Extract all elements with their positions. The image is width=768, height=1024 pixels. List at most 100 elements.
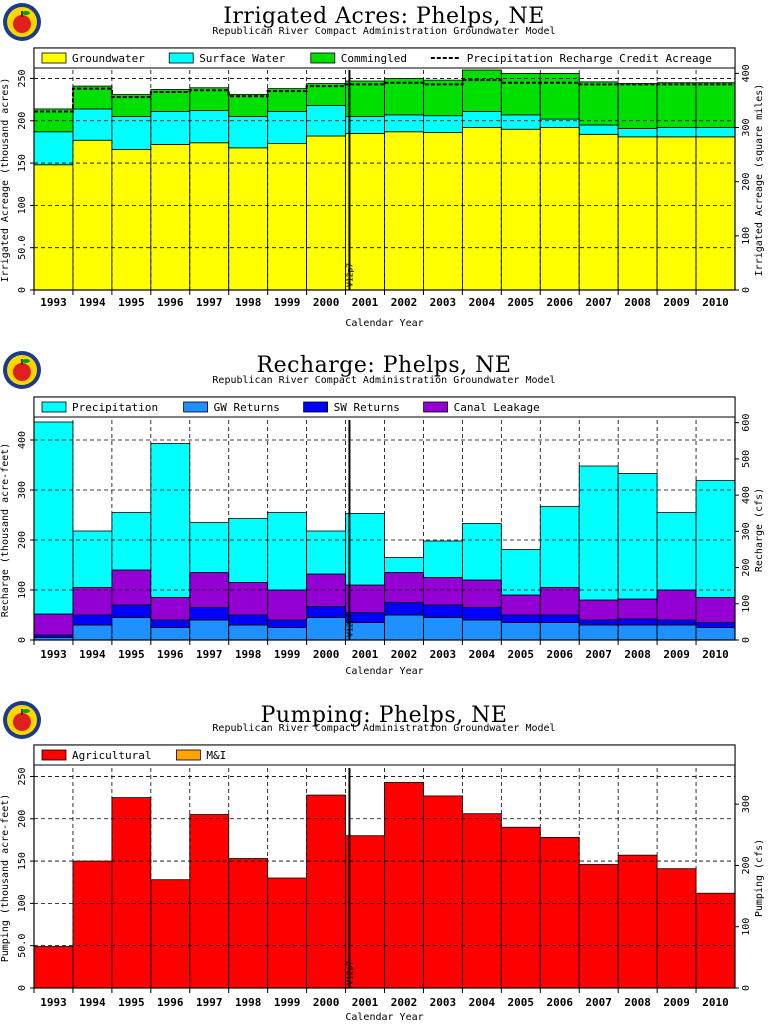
- x-tick-label: 2003: [430, 996, 457, 1009]
- y-tick-label: 250: [17, 767, 28, 785]
- bar-surface-water-1994: [72, 108, 113, 141]
- bar-gw-returns-2009: [656, 624, 697, 641]
- chart-subtitle: Republican River Compact Administration …: [212, 723, 556, 734]
- legend-label-gw-returns: GW Returns: [214, 401, 280, 414]
- y-right-tick-label: 400: [741, 486, 752, 504]
- bar-commingled-2008: [617, 83, 658, 129]
- y-tick-label: 250: [17, 69, 28, 87]
- bar-canal-leakage-2001: [345, 584, 385, 613]
- x-tick-label: 2008: [624, 296, 651, 309]
- bar-agricultural-2004: [461, 813, 502, 989]
- y-tick-label: 0: [17, 985, 28, 991]
- y-tick-label: 150: [17, 852, 28, 870]
- bar-canal-leakage-1999: [267, 589, 308, 621]
- legend-label-canal-leakage: Canal Leakage: [454, 401, 540, 414]
- recharge-panel: Recharge: Phelps, NE Republican River Co…: [0, 345, 768, 680]
- bar-groundwater-2005: [500, 128, 541, 291]
- x-tick-label: 2005: [508, 648, 535, 661]
- bar-surface-water-1995: [111, 116, 152, 150]
- bar-gw-returns-1999: [267, 627, 308, 641]
- legend-swatch-agricultural: [41, 749, 67, 761]
- bar-commingled-2005: [500, 72, 541, 116]
- y-right-tick-label: 200: [741, 173, 752, 191]
- chart-title: Recharge: Phelps, NE: [256, 353, 512, 378]
- bar-commingled-2002: [384, 78, 424, 116]
- bar-surface-water-1997: [189, 110, 230, 144]
- version-marker-label: V12p7: [345, 263, 354, 287]
- y-tick-label: 50.0: [17, 236, 28, 260]
- x-tick-label: 1995: [118, 648, 145, 661]
- y-right-tick-label: 100: [741, 595, 752, 613]
- x-tick-label: 2001: [352, 296, 379, 309]
- bar-groundwater-1999: [267, 143, 308, 291]
- legend-swatch-precipitation: [41, 401, 67, 413]
- x-tick-label: 2007: [585, 648, 612, 661]
- x-tick-label: 2002: [391, 648, 418, 661]
- legend-label-commingled: Commingled: [341, 52, 407, 65]
- bar-surface-water-2004: [461, 111, 502, 128]
- bar-agricultural-1996: [150, 879, 191, 989]
- bar-groundwater-1997: [189, 142, 230, 291]
- y-right-tick-label: 0: [741, 985, 752, 991]
- bar-commingled-2010: [695, 82, 736, 128]
- bar-precipitation-2007: [578, 465, 619, 601]
- pumping-panel: Pumping: Phelps, NE Republican River Com…: [0, 695, 768, 1024]
- bar-precipitation-1995: [111, 512, 152, 571]
- bar-gw-returns-1997: [189, 619, 230, 641]
- bar-canal-leakage-2005: [500, 594, 541, 616]
- bar-groundwater-2004: [461, 127, 502, 291]
- bar-agricultural-1998: [228, 858, 269, 989]
- bar-surface-water-2001: [345, 116, 385, 134]
- y-right-tick-label: 100: [741, 918, 752, 936]
- bar-commingled-2003: [423, 79, 463, 117]
- bar-gw-returns-2000: [306, 617, 346, 641]
- bar-agricultural-1994: [72, 860, 113, 989]
- x-tick-label: 1998: [235, 648, 262, 661]
- bar-sw-returns-2000: [306, 606, 346, 618]
- bar-gw-returns-1994: [72, 624, 113, 641]
- bar-precipitation-2005: [500, 549, 541, 596]
- legend-swatch-groundwater: [41, 52, 67, 64]
- y-right-tick-label: 200: [741, 559, 752, 577]
- bar-gw-returns-2007: [578, 624, 619, 641]
- x-tick-label: 1995: [118, 996, 145, 1009]
- chart-subtitle: Republican River Compact Administration …: [212, 375, 556, 386]
- bar-gw-returns-2005: [500, 622, 541, 641]
- x-tick-label: 1995: [118, 296, 145, 309]
- bar-surface-water-1999: [267, 111, 308, 145]
- y-right-axis-label: Recharge (cfs): [754, 488, 765, 572]
- bar-sw-returns-2006: [539, 614, 580, 623]
- bar-precipitation-1994: [72, 530, 113, 588]
- bar-gw-returns-2004: [461, 619, 502, 641]
- bar-agricultural-1993: [33, 946, 74, 989]
- y-right-tick-label: 400: [741, 64, 752, 82]
- pumping-chart: V12p7 Agricultural M&I 0 50.0 100 150 200 250 0 10…: [0, 744, 765, 1023]
- y-tick-label: 100: [17, 581, 28, 599]
- x-tick-label: 2009: [663, 996, 690, 1009]
- bar-sw-returns-2002: [384, 602, 424, 616]
- y-tick-label: 200: [17, 112, 28, 130]
- x-tick-label: 2006: [547, 648, 574, 661]
- bar-groundwater-2003: [423, 132, 463, 291]
- bar-surface-water-2009: [656, 127, 697, 138]
- irrigated-acres-panel: Irrigated Acres: Phelps, NE Republican R…: [0, 0, 768, 330]
- bar-surface-water-2000: [306, 105, 346, 137]
- x-tick-label: 2005: [508, 996, 535, 1009]
- bar-precipitation-2009: [656, 512, 697, 591]
- bar-surface-water-1998: [228, 116, 269, 149]
- y-tick-label: 150: [17, 154, 28, 172]
- chart-subtitle: Republican River Compact Administration …: [212, 26, 556, 37]
- version-marker-label: V12p7: [345, 613, 354, 637]
- bar-surface-water-2005: [500, 114, 541, 130]
- x-tick-label: 2003: [430, 648, 457, 661]
- bar-canal-leakage-1993: [33, 613, 74, 636]
- bar-surface-water-2010: [695, 127, 736, 138]
- legend-label-surface-water: Surface Water: [199, 52, 285, 65]
- bar-canal-leakage-2003: [423, 577, 463, 606]
- legend-label-precipitation: Precipitation: [72, 401, 158, 414]
- bar-groundwater-2002: [384, 131, 424, 291]
- legend-label-sw-returns: SW Returns: [334, 401, 400, 414]
- bar-surface-water-2002: [384, 114, 424, 133]
- bar-canal-leakage-1998: [228, 582, 269, 616]
- x-tick-label: 2008: [624, 648, 651, 661]
